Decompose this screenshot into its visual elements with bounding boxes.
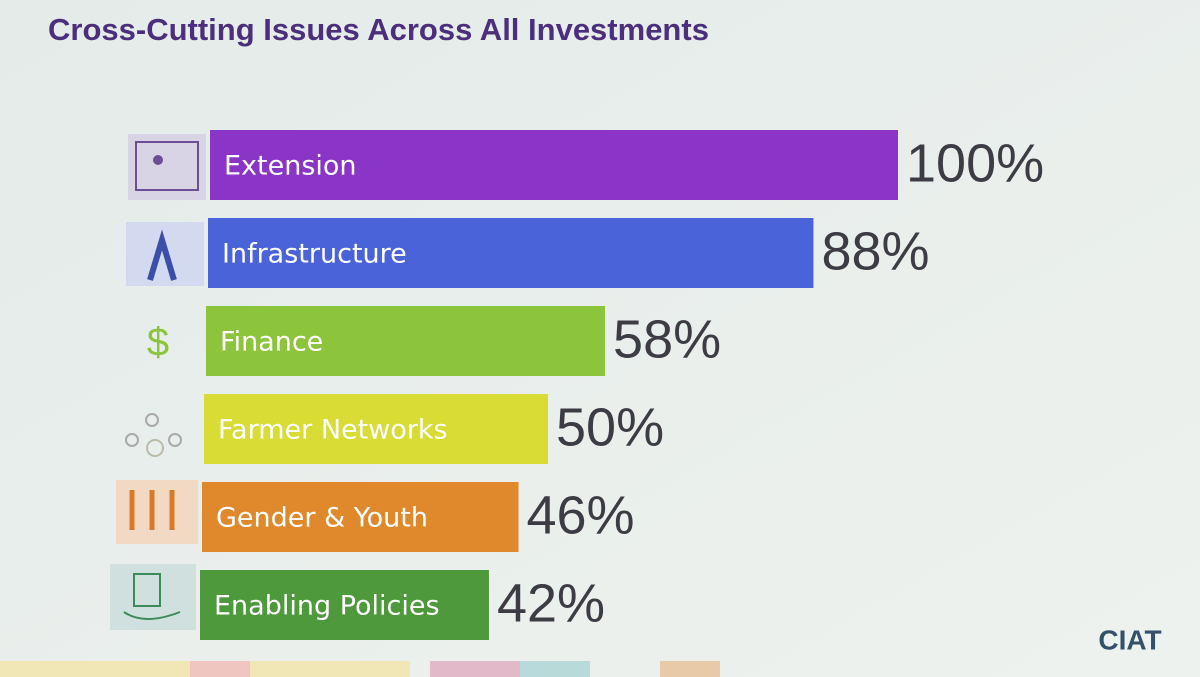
svg-text:$: $ xyxy=(147,321,169,365)
value-label: 50% xyxy=(556,397,664,457)
chart-title: Cross-Cutting Issues Across All Investme… xyxy=(48,12,709,47)
category-label: Infrastructure xyxy=(222,239,407,270)
value-label: 100% xyxy=(906,133,1044,193)
category-label: Farmer Networks xyxy=(218,415,448,446)
bar xyxy=(208,218,814,288)
category-label: Finance xyxy=(220,327,323,358)
bar xyxy=(202,482,519,552)
category-label: Gender & Youth xyxy=(216,503,428,534)
category-label: Enabling Policies xyxy=(214,591,440,622)
value-label: 46% xyxy=(526,485,634,545)
logo: CIAT xyxy=(1098,624,1161,655)
footer-strip xyxy=(0,661,720,677)
category-label: Extension xyxy=(224,151,357,182)
bar xyxy=(210,130,898,200)
bar xyxy=(204,394,548,464)
value-label: 88% xyxy=(821,221,929,281)
bar xyxy=(206,306,606,376)
icons: $ xyxy=(110,134,206,630)
bar xyxy=(200,570,489,640)
value-label: 58% xyxy=(613,309,721,369)
value-label: 42% xyxy=(497,573,605,633)
